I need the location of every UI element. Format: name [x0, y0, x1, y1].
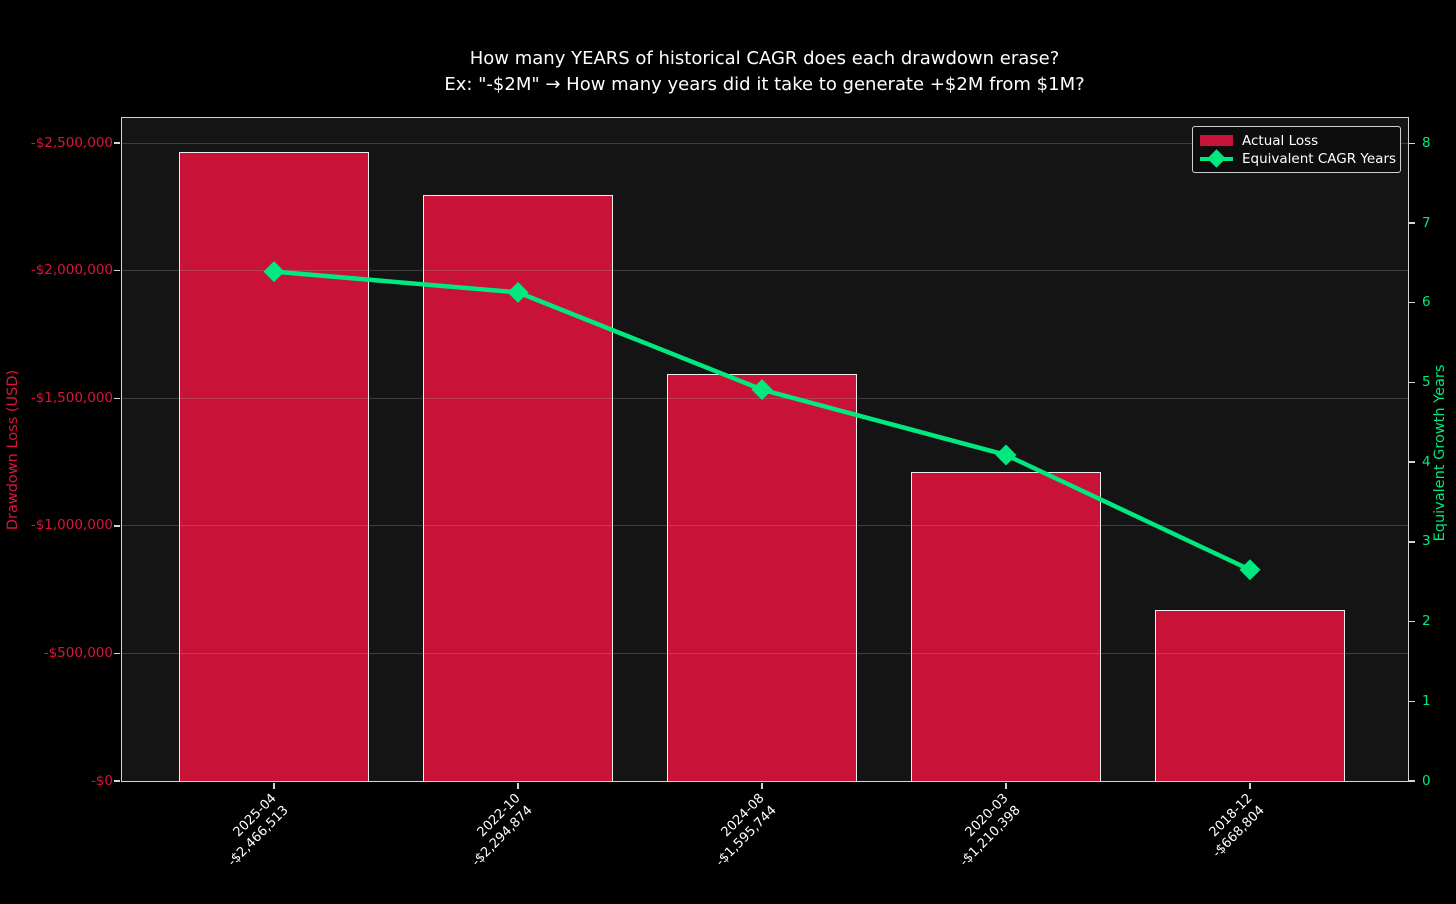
x-tick-label: 2025-04 -$2,466,513	[213, 791, 292, 870]
gridline	[122, 525, 1408, 527]
left-axis-title: Drawdown Loss (USD)	[5, 369, 21, 531]
right-axis-tick	[1409, 541, 1415, 543]
x-axis-tick	[273, 783, 275, 789]
legend-label-cagr-years: Equivalent CAGR Years	[1242, 150, 1397, 167]
left-axis-tick	[114, 142, 120, 144]
x-tick-label: 2018-12 -$668,804	[1198, 791, 1269, 862]
right-axis-tick-label: 0	[1422, 772, 1431, 789]
right-axis-tick-label: 7	[1422, 214, 1431, 231]
right-axis-tick-label: 8	[1422, 134, 1431, 151]
right-axis-tick-label: 6	[1422, 294, 1431, 311]
bar	[667, 373, 857, 781]
gridline	[122, 142, 1408, 144]
x-tick-label: 2020-03 -$1,210,398	[945, 791, 1024, 870]
gridline	[122, 270, 1408, 272]
left-axis-tick-label: -$2,000,000	[30, 262, 113, 279]
right-axis-tick	[1409, 142, 1415, 144]
right-axis-tick-label: 2	[1422, 613, 1431, 630]
chart-title-line2: Ex: "-$2M" → How many years did it take …	[444, 74, 1085, 95]
right-axis-title: Equivalent Growth Years	[1432, 364, 1448, 542]
x-axis-tick	[1249, 783, 1251, 789]
left-axis-tick-label: -$1,000,000	[30, 517, 113, 534]
x-axis-tick	[1005, 783, 1007, 789]
gridline	[122, 397, 1408, 399]
line-diamond-swatch-icon	[1200, 149, 1233, 168]
left-axis-tick	[114, 525, 120, 527]
x-tick-label: 2022-10 -$2,294,874	[457, 791, 536, 870]
x-axis-tick	[517, 783, 519, 789]
left-axis-tick-label: -$1,500,000	[30, 389, 113, 406]
legend-item-cagr-years: Equivalent CAGR Years	[1200, 149, 1397, 168]
right-axis-tick	[1409, 222, 1415, 224]
right-axis-tick	[1409, 302, 1415, 304]
left-axis-tick	[114, 397, 120, 399]
bar	[911, 472, 1101, 781]
legend-item-actual-loss: Actual Loss	[1200, 132, 1393, 149]
bar	[423, 195, 613, 781]
right-axis-tick	[1409, 461, 1415, 463]
x-tick-label: 2024-08 -$1,595,744	[701, 791, 780, 870]
right-axis-tick-label: 1	[1422, 692, 1431, 709]
right-axis-tick	[1409, 381, 1415, 384]
gridline	[122, 652, 1408, 654]
legend: Actual Loss Equivalent CAGR Years	[1192, 126, 1401, 173]
left-axis-tick-label: -$2,500,000	[30, 134, 113, 151]
left-axis-tick	[114, 269, 120, 272]
bar	[1155, 610, 1345, 781]
left-axis-tick-label: -$0	[90, 772, 113, 789]
right-axis-tick-label: 3	[1422, 533, 1431, 550]
right-axis-tick-label: 5	[1422, 373, 1431, 390]
right-axis-tick	[1409, 780, 1415, 782]
chart-title-line1: How many YEARS of historical CAGR does e…	[469, 48, 1060, 69]
left-axis-tick	[114, 780, 120, 782]
right-axis-tick	[1409, 700, 1415, 702]
bar-swatch-icon	[1200, 135, 1233, 146]
right-axis-tick-label: 4	[1422, 453, 1431, 470]
chart-title: How many YEARS of historical CAGR does e…	[121, 46, 1408, 98]
left-axis-tick	[114, 652, 120, 655]
right-axis-tick	[1409, 620, 1415, 623]
bar	[179, 151, 369, 781]
legend-label-actual-loss: Actual Loss	[1242, 132, 1319, 149]
left-axis-tick-label: -$500,000	[43, 644, 113, 661]
x-axis-tick	[761, 783, 763, 789]
